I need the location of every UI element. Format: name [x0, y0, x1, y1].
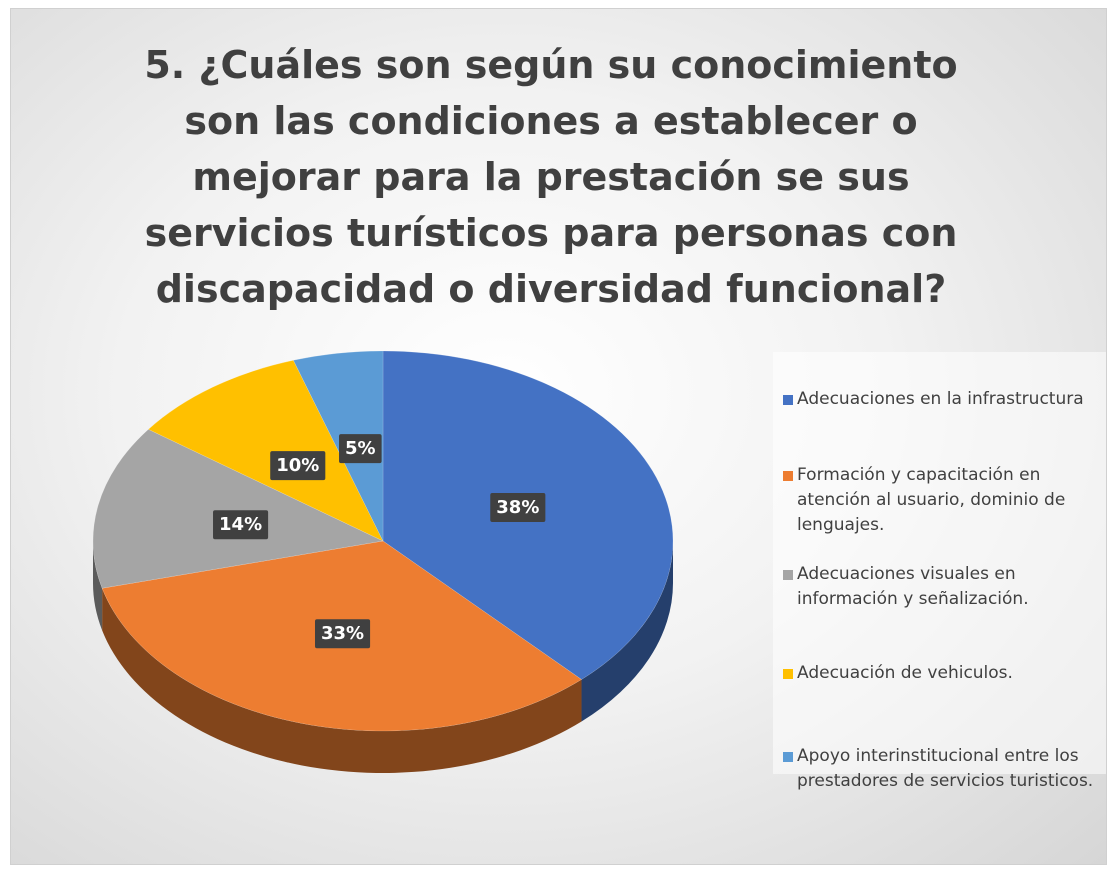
data-label: 33% [321, 623, 364, 644]
chart: 38% 33% 14% 10% 5% [92, 350, 674, 774]
pie-slice [293, 350, 384, 542]
data-label-box [270, 451, 326, 481]
legend-swatch [783, 752, 793, 762]
legend-label: Adecuaciones en la infrastructura [797, 389, 1084, 409]
data-label-box [314, 619, 371, 649]
pie-side [581, 541, 673, 722]
data-label-box [213, 510, 269, 540]
data-label: 38% [496, 497, 539, 518]
legend-item: Adecuaciones en la infrastructura [783, 387, 1106, 412]
pie-side [102, 588, 582, 774]
legend-item: Adecuaciones visuales en información y s… [783, 562, 1106, 612]
legend-swatch [783, 669, 793, 679]
chart-title: 5. ¿Cuáles son según su conocimiento son… [144, 43, 958, 311]
pie-slice [92, 429, 384, 589]
legend-item: Formación y capacitación en atención al … [783, 463, 1106, 538]
legend-label: Apoyo interinstitucional entre los prest… [797, 746, 1094, 791]
chart-area: 38% 33% 14% 10% 5% 5. ¿Cuáles son según su c… [10, 8, 1107, 865]
legend-label: Adecuaciones visuales en información y s… [797, 564, 1029, 609]
data-label: 5% [345, 438, 376, 459]
data-label-box [490, 493, 546, 523]
legend-swatch [783, 471, 793, 481]
legend-label: Formación y capacitación en atención al … [797, 465, 1066, 535]
pie-side [93, 541, 103, 631]
legend-swatch [783, 395, 793, 405]
legend-swatch [783, 570, 793, 580]
data-label-box [339, 434, 382, 464]
pie-slice [147, 360, 384, 542]
legend [773, 352, 1106, 774]
data-label: 10% [276, 455, 319, 476]
legend-item: Adecuación de vehiculos. [783, 661, 1106, 686]
legend-label: Adecuación de vehiculos. [797, 663, 1013, 683]
data-label: 14% [219, 514, 262, 535]
legend-item: Apoyo interinstitucional entre los prest… [783, 744, 1106, 794]
